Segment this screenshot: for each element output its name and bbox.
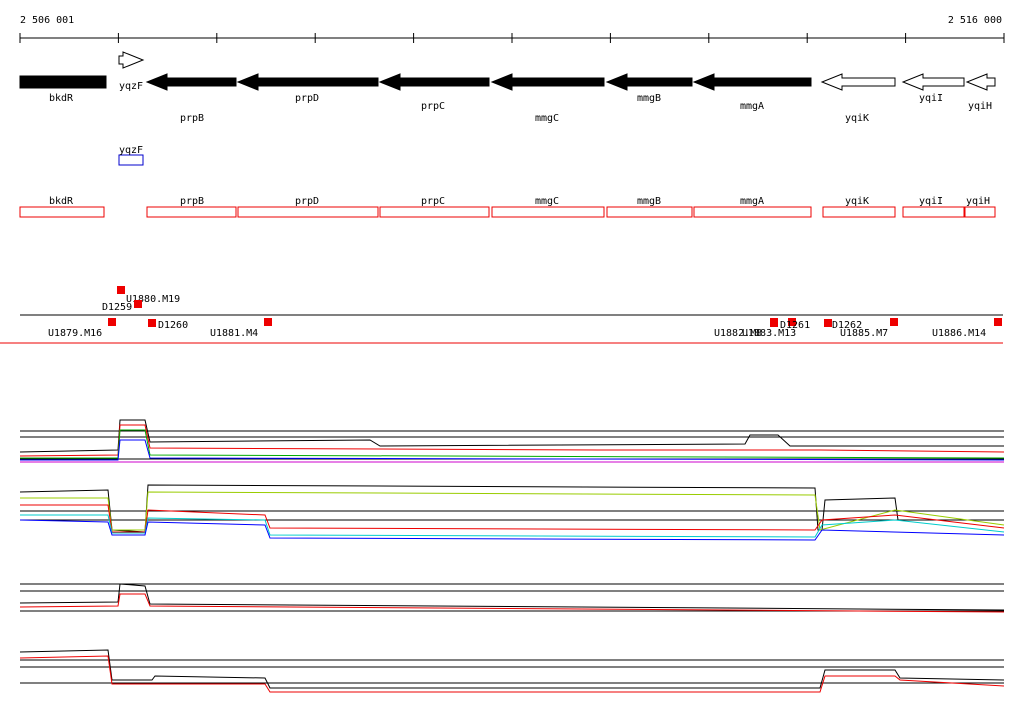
gene-arrow	[118, 51, 145, 69]
gene-arrow	[820, 73, 896, 91]
annotation-box	[237, 206, 379, 218]
segment-marker	[788, 318, 796, 326]
gene-label: yqiH	[968, 101, 992, 112]
segment-label: D1260	[158, 320, 188, 331]
segment-label: D1259	[102, 302, 132, 313]
gene-label: prpC	[421, 101, 445, 112]
segment-label: U1883.M13	[742, 328, 796, 339]
annotation-track: yqzF bkdR prpB prpD prpC mmgC mmgB mmgA yqiK yqiI…	[19, 145, 996, 218]
gene-label: yqiK	[845, 113, 869, 124]
annotation-box	[146, 206, 237, 218]
segment-label: U1885.M7	[840, 328, 888, 339]
gene-label: bkdR	[49, 93, 74, 104]
annotation-box	[19, 206, 105, 218]
gene-arrow	[378, 73, 490, 91]
segment-marker	[117, 286, 125, 294]
segment-marker	[994, 318, 1002, 326]
annotation-box	[693, 206, 812, 218]
gene-label: prpB	[180, 113, 204, 124]
segment-label: U1882.M8	[714, 328, 762, 339]
annotation-label: yqiH	[966, 196, 990, 207]
annotation-box	[379, 206, 490, 218]
gene-arrow	[19, 75, 107, 89]
annotation-label: mmgB	[637, 196, 661, 207]
gene-arrow	[490, 73, 605, 91]
track-lines	[20, 430, 1004, 684]
annotation-label: bkdR	[49, 196, 74, 207]
segment-marker	[890, 318, 898, 326]
segment-label: U1879.M16	[48, 328, 102, 339]
gene-label: yqzF	[119, 81, 143, 92]
annotation-label: prpB	[180, 196, 204, 207]
segment-marker	[264, 318, 272, 326]
gene-label: mmgA	[740, 101, 764, 112]
segment-label: U1881.M4	[210, 328, 258, 339]
axis-start: 2 506 001	[20, 15, 74, 26]
segment-label: D1261	[780, 320, 810, 331]
annotation-box	[118, 154, 144, 166]
segment-marker	[134, 300, 142, 308]
segment-marker	[770, 319, 778, 327]
segment-label: D1262	[832, 320, 862, 331]
segment-marker	[148, 319, 156, 327]
annotation-label: yqzF	[119, 145, 143, 156]
gene-arrow	[965, 73, 996, 91]
gene-label: mmgC	[535, 113, 559, 124]
gene-arrow	[236, 73, 379, 91]
annotation-box	[964, 206, 996, 218]
gene-arrow	[145, 73, 237, 91]
segment-label: U1886.M14	[932, 328, 986, 339]
annotation-box	[491, 206, 605, 218]
gene-arrow	[605, 73, 693, 91]
axis-ticks	[19, 33, 1005, 43]
segment-label: U1880.M19	[126, 294, 180, 305]
segment-marker	[108, 318, 116, 326]
gene-track: bkdR yqzF prpB prpD prpC mmgC mmgB mmgA yqiK yqiI…	[19, 51, 996, 124]
gene-arrow	[901, 73, 965, 91]
annotation-box	[822, 206, 896, 218]
annotation-label: mmgC	[535, 196, 559, 207]
annotation-label: yqiK	[845, 196, 869, 207]
axis-end: 2 516 000	[948, 15, 1002, 26]
gene-label: prpD	[295, 93, 319, 104]
gene-label: mmgB	[637, 93, 661, 104]
gene-label: yqiI	[919, 93, 943, 104]
annotation-label: prpD	[295, 196, 319, 207]
annotation-label: yqiI	[919, 196, 943, 207]
annotation-box	[902, 206, 965, 218]
annotation-label: mmgA	[740, 196, 764, 207]
annotation-label: prpC	[421, 196, 445, 207]
annotation-box	[606, 206, 693, 218]
gene-arrow	[692, 73, 812, 91]
segment-marker	[824, 319, 832, 327]
expression-traces	[19, 419, 1005, 693]
